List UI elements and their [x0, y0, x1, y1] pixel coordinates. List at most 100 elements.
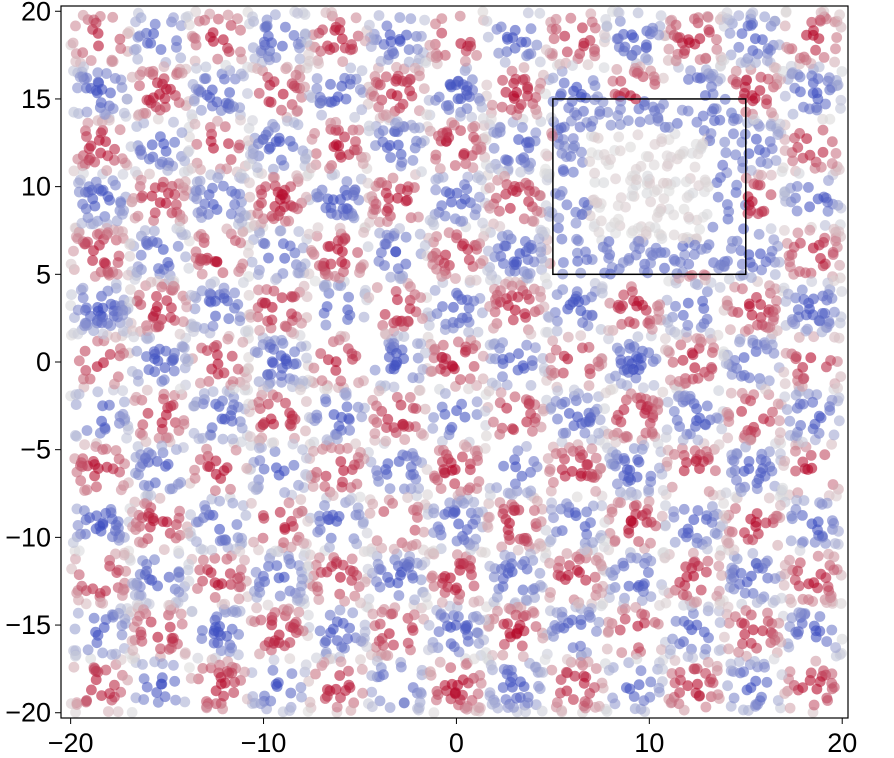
- scatter-point: [101, 165, 113, 176]
- scatter-point: [376, 177, 387, 188]
- scatter-point: [414, 384, 426, 396]
- scatter-point: [113, 225, 124, 237]
- scatter-point: [414, 228, 426, 240]
- scatter-point: [555, 503, 567, 515]
- scatter-point: [415, 574, 427, 586]
- scatter-point: [151, 291, 162, 302]
- scatter-point: [297, 444, 308, 455]
- scatter-point: [75, 475, 87, 487]
- scatter-point: [611, 64, 623, 75]
- scatter-point: [790, 465, 801, 477]
- scatter-point: [805, 267, 817, 279]
- scatter-point: [722, 680, 733, 692]
- scatter-point: [625, 552, 637, 564]
- scatter-point: [277, 189, 289, 201]
- scatter-point: [576, 146, 587, 158]
- scatter-point: [107, 175, 119, 187]
- scatter-point: [791, 205, 803, 217]
- scatter-point: [761, 55, 773, 66]
- scatter-point: [591, 626, 602, 637]
- scatter-point: [295, 682, 307, 693]
- scatter-point: [459, 179, 470, 191]
- scatter-point: [358, 311, 370, 323]
- scatter-point: [334, 670, 346, 681]
- scatter-point: [797, 593, 809, 605]
- scatter-point: [815, 253, 826, 264]
- scatter-point: [552, 413, 563, 425]
- scatter-point: [427, 251, 439, 262]
- scatter-point: [71, 699, 83, 710]
- scatter-point: [813, 427, 825, 439]
- scatter-point: [440, 353, 452, 364]
- scatter-point: [417, 313, 428, 324]
- scatter-point: [517, 584, 529, 596]
- scatter-point: [320, 279, 332, 291]
- scatter-point: [156, 281, 168, 293]
- scatter-point: [818, 237, 829, 248]
- scatter-point: [334, 604, 346, 616]
- scatter-point: [270, 9, 281, 21]
- scatter-point: [320, 396, 332, 408]
- scatter-point: [565, 12, 577, 24]
- scatter-point: [551, 526, 562, 538]
- scatter-point: [599, 535, 611, 546]
- scatter-point: [227, 433, 238, 445]
- scatter-point: [100, 136, 111, 148]
- scatter-point: [640, 151, 652, 162]
- scatter-point: [421, 464, 433, 475]
- scatter-point: [628, 501, 640, 512]
- scatter-point: [821, 636, 833, 647]
- scatter-point: [808, 699, 820, 711]
- scatter-point: [149, 225, 160, 237]
- scatter-point: [735, 270, 746, 282]
- scatter-point: [601, 706, 613, 717]
- scatter-point: [494, 428, 506, 440]
- scatter-point: [779, 90, 791, 102]
- scatter-point: [738, 704, 749, 716]
- scatter-point: [433, 626, 445, 638]
- scatter-point: [701, 400, 713, 412]
- scatter-point: [510, 609, 522, 621]
- scatter-point: [176, 67, 188, 79]
- scatter-point: [185, 672, 197, 684]
- scatter-point: [146, 139, 158, 151]
- scatter-point: [356, 664, 368, 675]
- scatter-point: [723, 273, 735, 285]
- scatter-point: [301, 352, 312, 364]
- scatter-point: [173, 221, 185, 233]
- scatter-point: [145, 616, 157, 628]
- scatter-point: [195, 377, 206, 389]
- scatter-point: [491, 591, 503, 603]
- scatter-point: [759, 11, 771, 23]
- scatter-point: [535, 242, 547, 254]
- scatter-point: [787, 316, 798, 328]
- scatter-point: [829, 306, 840, 318]
- scatter-point: [209, 552, 221, 564]
- scatter-point: [712, 191, 724, 203]
- scatter-point: [498, 258, 509, 269]
- scatter-point: [713, 560, 725, 572]
- scatter-point: [421, 109, 432, 121]
- scatter-point: [632, 454, 644, 466]
- scatter-point: [573, 296, 585, 308]
- scatter-point: [401, 185, 413, 197]
- scatter-point: [196, 104, 207, 116]
- scatter-point: [140, 108, 152, 119]
- scatter-point: [504, 534, 516, 546]
- scatter-point: [416, 166, 427, 178]
- scatter-point: [412, 512, 423, 523]
- scatter-point: [118, 480, 129, 491]
- scatter-point: [702, 11, 714, 23]
- scatter-point: [135, 299, 147, 310]
- scatter-point: [648, 159, 660, 171]
- scatter-point: [756, 169, 767, 181]
- scatter-point: [157, 658, 168, 670]
- scatter-point: [713, 439, 725, 450]
- scatter-point: [833, 415, 845, 427]
- scatter-point: [519, 157, 531, 168]
- scatter-point: [95, 127, 107, 139]
- scatter-point: [529, 135, 541, 147]
- scatter-point: [526, 215, 538, 227]
- scatter-point: [324, 609, 336, 621]
- scatter-point: [561, 654, 573, 665]
